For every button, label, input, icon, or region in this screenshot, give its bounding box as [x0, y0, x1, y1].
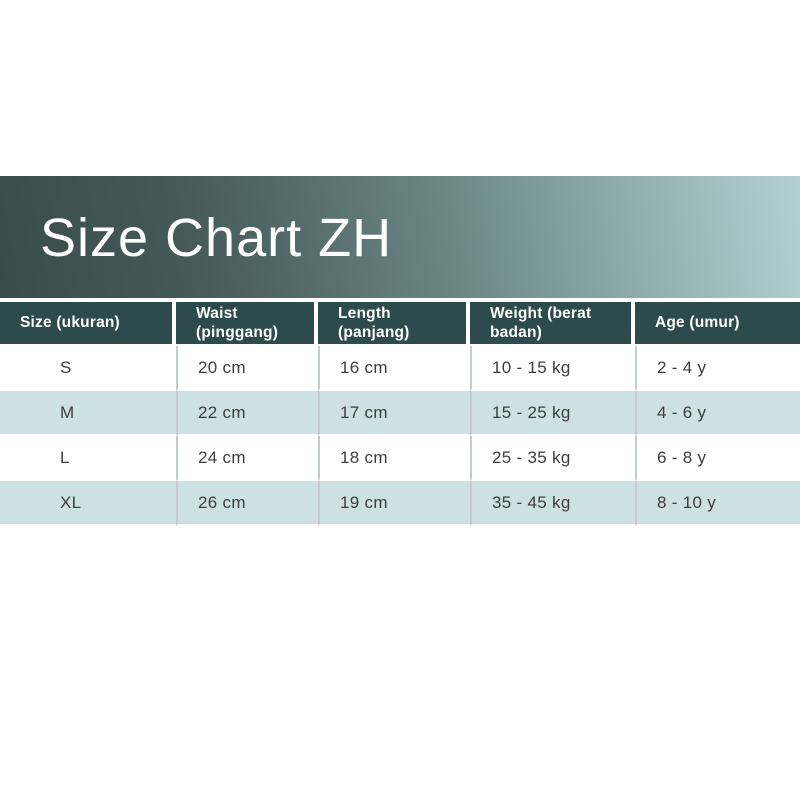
- page-title: Size Chart ZH: [40, 208, 393, 268]
- cell-weight: 15 - 25 kg: [470, 391, 635, 436]
- cell-waist: 24 cm: [176, 436, 318, 481]
- title-banner: Size Chart ZH: [0, 176, 800, 298]
- cell-age: 4 - 6 y: [635, 391, 800, 436]
- cell-age: 8 - 10 y: [635, 481, 800, 526]
- column-header-waist: Waist (pinggang): [176, 302, 318, 346]
- cell-size: M: [0, 391, 176, 436]
- cell-weight: 35 - 45 kg: [470, 481, 635, 526]
- cell-waist: 20 cm: [176, 346, 318, 391]
- cell-length: 17 cm: [318, 391, 470, 436]
- column-header-size: Size (ukuran): [0, 302, 176, 346]
- cell-size: XL: [0, 481, 176, 526]
- column-header-length: Length (panjang): [318, 302, 470, 346]
- cell-age: 2 - 4 y: [635, 346, 800, 391]
- cell-length: 19 cm: [318, 481, 470, 526]
- cell-weight: 25 - 35 kg: [470, 436, 635, 481]
- cell-waist: 22 cm: [176, 391, 318, 436]
- column-header-age: Age (umur): [635, 302, 800, 346]
- cell-size: S: [0, 346, 176, 391]
- cell-size: L: [0, 436, 176, 481]
- cell-weight: 10 - 15 kg: [470, 346, 635, 391]
- cell-length: 18 cm: [318, 436, 470, 481]
- size-chart-table: Size (ukuran) Waist (pinggang) Length (p…: [0, 302, 800, 526]
- cell-age: 6 - 8 y: [635, 436, 800, 481]
- cell-waist: 26 cm: [176, 481, 318, 526]
- column-header-weight: Weight (berat badan): [470, 302, 635, 346]
- cell-length: 16 cm: [318, 346, 470, 391]
